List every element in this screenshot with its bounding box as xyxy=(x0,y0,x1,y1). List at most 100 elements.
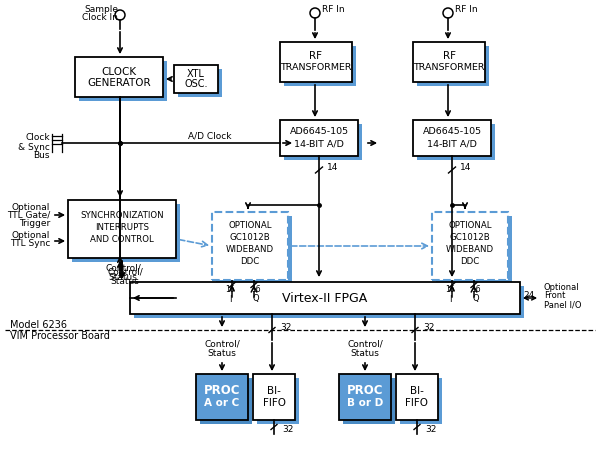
Text: AND CONTROL: AND CONTROL xyxy=(90,235,154,244)
Text: 16: 16 xyxy=(225,285,235,295)
Text: RF: RF xyxy=(443,51,455,61)
Text: Status: Status xyxy=(208,349,236,358)
Text: FIFO: FIFO xyxy=(406,398,428,408)
Text: RF In: RF In xyxy=(455,5,478,14)
Text: PROC: PROC xyxy=(204,383,240,396)
Text: 14: 14 xyxy=(327,164,338,172)
Bar xyxy=(178,69,222,97)
Text: A or C: A or C xyxy=(205,398,239,408)
Text: 16: 16 xyxy=(445,285,455,295)
Bar xyxy=(200,378,252,424)
Bar xyxy=(68,200,176,258)
Bar xyxy=(212,212,288,280)
Text: & Sync: & Sync xyxy=(18,143,50,152)
Bar xyxy=(196,374,248,420)
Bar xyxy=(413,120,491,156)
Text: TRANSFORMER: TRANSFORMER xyxy=(413,64,485,73)
Text: BI-: BI- xyxy=(267,386,281,396)
Text: Trigger: Trigger xyxy=(19,218,50,227)
Text: PROC: PROC xyxy=(347,383,383,396)
Text: Control/: Control/ xyxy=(105,263,141,272)
Text: WIDEBAND: WIDEBAND xyxy=(446,245,494,254)
Bar xyxy=(343,378,395,424)
Bar xyxy=(417,124,495,160)
Text: Control/: Control/ xyxy=(107,267,143,276)
Bar xyxy=(339,374,391,420)
Text: 32: 32 xyxy=(423,323,434,332)
Bar xyxy=(257,378,299,424)
Bar xyxy=(130,282,520,314)
Text: TTL Sync: TTL Sync xyxy=(10,239,50,248)
Text: GC1012B: GC1012B xyxy=(230,234,271,243)
Text: CLOCK: CLOCK xyxy=(101,67,137,77)
Text: 32: 32 xyxy=(282,424,293,433)
Text: 32: 32 xyxy=(425,424,436,433)
Text: OPTIONAL: OPTIONAL xyxy=(448,221,492,230)
Bar xyxy=(134,286,524,318)
Bar xyxy=(79,61,167,101)
Text: GENERATOR: GENERATOR xyxy=(87,78,151,88)
Bar xyxy=(174,65,218,93)
Bar xyxy=(400,378,442,424)
Bar xyxy=(413,42,485,82)
Text: INTERRUPTS: INTERRUPTS xyxy=(95,222,149,231)
Text: RF In: RF In xyxy=(322,5,344,14)
Text: 24: 24 xyxy=(523,291,534,300)
Bar xyxy=(417,46,489,86)
Text: Bus: Bus xyxy=(34,152,50,161)
Text: VIM Processor Board: VIM Processor Board xyxy=(10,331,110,341)
Text: OPTIONAL: OPTIONAL xyxy=(228,221,272,230)
Text: Virtex-II FPGA: Virtex-II FPGA xyxy=(283,291,368,304)
Bar xyxy=(284,46,356,86)
Text: Status: Status xyxy=(109,272,137,281)
Text: RF: RF xyxy=(310,51,323,61)
Text: AD6645-105: AD6645-105 xyxy=(422,126,482,135)
Text: GC1012B: GC1012B xyxy=(449,234,490,243)
Text: Q: Q xyxy=(253,295,259,304)
Bar xyxy=(432,212,508,280)
Text: DDC: DDC xyxy=(460,258,479,267)
Text: WIDEBAND: WIDEBAND xyxy=(226,245,274,254)
Bar xyxy=(75,57,163,97)
Text: 14-BIT A/D: 14-BIT A/D xyxy=(294,139,344,148)
Bar xyxy=(253,374,295,420)
Text: Control/: Control/ xyxy=(347,340,383,349)
Text: Optional: Optional xyxy=(11,230,50,239)
Text: OSC.: OSC. xyxy=(184,79,208,89)
Text: Optional: Optional xyxy=(544,282,580,291)
Text: I: I xyxy=(229,295,231,304)
Bar xyxy=(280,42,352,82)
Text: TTL Gate/: TTL Gate/ xyxy=(7,211,50,220)
Text: AD6645-105: AD6645-105 xyxy=(289,126,349,135)
Text: I: I xyxy=(449,295,451,304)
Text: Sample: Sample xyxy=(84,5,118,14)
Text: BI-: BI- xyxy=(410,386,424,396)
Text: SYNCHRONIZATION: SYNCHRONIZATION xyxy=(80,211,164,220)
Text: Clock In: Clock In xyxy=(82,14,118,23)
Text: Status: Status xyxy=(110,276,139,285)
Text: 14: 14 xyxy=(460,164,472,172)
Text: 14-BIT A/D: 14-BIT A/D xyxy=(427,139,477,148)
Text: A/D Clock: A/D Clock xyxy=(188,132,232,141)
Text: Status: Status xyxy=(350,349,379,358)
Text: 32: 32 xyxy=(280,323,292,332)
Bar xyxy=(72,204,180,262)
Text: 16: 16 xyxy=(471,285,481,295)
Text: Model 6236: Model 6236 xyxy=(10,320,67,330)
Text: B or D: B or D xyxy=(347,398,383,408)
Text: DDC: DDC xyxy=(241,258,260,267)
Text: XTL: XTL xyxy=(187,69,205,79)
Bar xyxy=(216,216,292,284)
Text: FIFO: FIFO xyxy=(263,398,286,408)
Text: Front: Front xyxy=(544,291,565,300)
Bar xyxy=(284,124,362,160)
Text: 16: 16 xyxy=(251,285,261,295)
Text: Optional: Optional xyxy=(11,202,50,212)
Bar xyxy=(396,374,438,420)
Text: Control/: Control/ xyxy=(204,340,240,349)
Text: TRANSFORMER: TRANSFORMER xyxy=(280,64,352,73)
Bar xyxy=(436,216,512,284)
Text: Q: Q xyxy=(473,295,479,304)
Bar xyxy=(280,120,358,156)
Text: Clock: Clock xyxy=(25,133,50,143)
